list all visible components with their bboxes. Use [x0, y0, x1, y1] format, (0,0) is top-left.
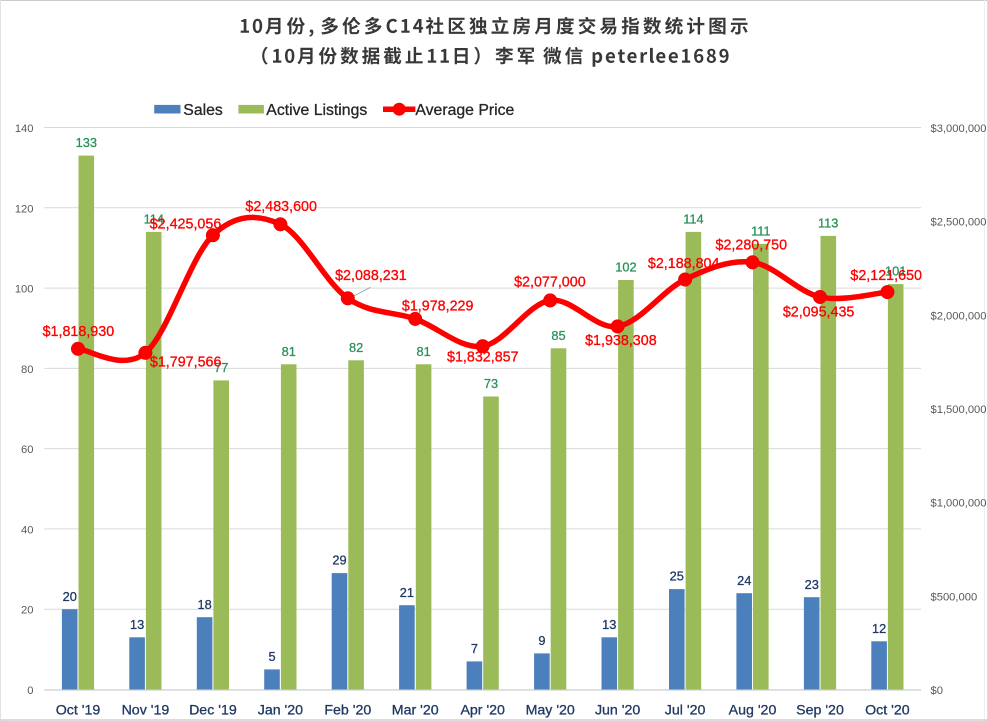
svg-text:13: 13 — [130, 617, 144, 632]
svg-text:Apr '20: Apr '20 — [460, 702, 505, 718]
svg-text:114: 114 — [683, 212, 703, 227]
svg-text:$1,832,857: $1,832,857 — [447, 350, 519, 366]
svg-text:Sep '20: Sep '20 — [796, 702, 844, 718]
svg-text:May '20: May '20 — [526, 702, 575, 718]
svg-text:21: 21 — [400, 585, 414, 600]
svg-text:7: 7 — [471, 641, 478, 656]
svg-text:20: 20 — [63, 589, 77, 604]
svg-text:100: 100 — [15, 284, 34, 296]
svg-text:$1,818,930: $1,818,930 — [43, 324, 115, 340]
svg-text:Jan '20: Jan '20 — [258, 702, 303, 718]
svg-text:120: 120 — [15, 203, 34, 215]
svg-text:Jun '20: Jun '20 — [595, 702, 640, 718]
svg-text:5: 5 — [269, 649, 276, 664]
svg-text:Oct '20: Oct '20 — [865, 702, 910, 718]
svg-text:12: 12 — [872, 621, 886, 636]
svg-text:$2,088,231: $2,088,231 — [335, 268, 407, 284]
svg-text:73: 73 — [484, 376, 498, 391]
svg-text:Dec '19: Dec '19 — [189, 702, 237, 718]
svg-text:$2,095,435: $2,095,435 — [783, 304, 855, 320]
svg-text:Oct '19: Oct '19 — [56, 702, 101, 718]
svg-text:80: 80 — [21, 364, 33, 376]
svg-text:140: 140 — [15, 123, 34, 135]
svg-text:$2,077,000: $2,077,000 — [514, 275, 586, 291]
svg-text:$2,425,056: $2,425,056 — [150, 217, 222, 233]
svg-text:$2,121,650: $2,121,650 — [850, 268, 922, 284]
svg-text:0: 0 — [27, 685, 33, 697]
svg-text:$1,938,308: $1,938,308 — [585, 333, 657, 349]
svg-text:9: 9 — [538, 633, 545, 648]
svg-text:20: 20 — [21, 605, 33, 617]
svg-text:Sales: Sales — [183, 102, 223, 119]
svg-text:$2,500,000: $2,500,000 — [931, 217, 987, 229]
svg-text:81: 81 — [282, 344, 296, 359]
svg-text:114: 114 — [144, 212, 164, 227]
svg-text:60: 60 — [21, 444, 33, 456]
svg-text:Average Price: Average Price — [415, 102, 514, 119]
svg-text:18: 18 — [197, 597, 211, 612]
svg-text:Aug '20: Aug '20 — [729, 702, 777, 718]
svg-text:29: 29 — [332, 553, 346, 568]
svg-text:24: 24 — [737, 573, 751, 588]
svg-text:113: 113 — [818, 216, 838, 231]
svg-text:$1,797,566: $1,797,566 — [150, 354, 222, 370]
svg-text:$2,000,000: $2,000,000 — [931, 310, 987, 322]
svg-text:111: 111 — [751, 224, 770, 239]
svg-text:$2,188,804: $2,188,804 — [648, 256, 720, 272]
svg-text:13: 13 — [602, 617, 616, 632]
svg-text:$1,978,229: $1,978,229 — [402, 299, 474, 315]
svg-text:$1,500,000: $1,500,000 — [931, 404, 987, 416]
svg-text:23: 23 — [805, 577, 819, 592]
svg-text:$0: $0 — [931, 685, 943, 697]
svg-text:Active Listings: Active Listings — [266, 102, 367, 119]
svg-text:85: 85 — [551, 328, 565, 343]
svg-text:25: 25 — [670, 569, 684, 584]
svg-text:101: 101 — [885, 264, 906, 279]
svg-text:81: 81 — [416, 344, 430, 359]
svg-text:$2,483,600: $2,483,600 — [245, 199, 317, 215]
svg-text:$3,000,000: $3,000,000 — [931, 123, 987, 135]
svg-text:Mar '20: Mar '20 — [392, 702, 439, 718]
svg-text:40: 40 — [21, 524, 33, 536]
svg-text:Nov '19: Nov '19 — [122, 702, 170, 718]
svg-text:82: 82 — [349, 340, 363, 355]
svg-text:Jul '20: Jul '20 — [665, 702, 706, 718]
svg-text:77: 77 — [214, 360, 228, 375]
svg-text:$1,000,000: $1,000,000 — [931, 498, 987, 510]
svg-text:102: 102 — [615, 260, 636, 275]
svg-text:133: 133 — [76, 135, 97, 150]
svg-text:$500,000: $500,000 — [931, 591, 978, 603]
svg-text:Feb '20: Feb '20 — [324, 702, 371, 718]
svg-text:$2,280,750: $2,280,750 — [716, 238, 788, 254]
